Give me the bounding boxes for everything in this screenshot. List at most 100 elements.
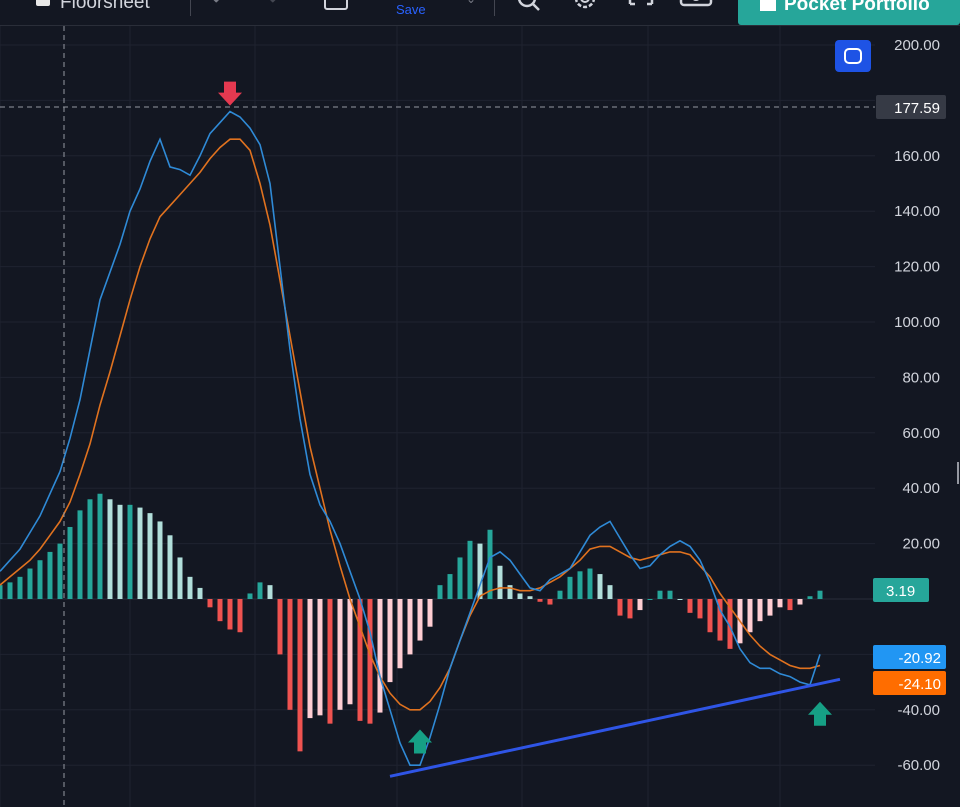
price-axis-label: -60.00: [897, 757, 940, 774]
macd-line: [0, 110, 821, 766]
histogram-bar: [357, 599, 363, 721]
histogram-bar: [317, 599, 323, 716]
histogram-bar: [307, 599, 313, 719]
price-axis-label: 40.00: [902, 480, 940, 497]
histogram-bar: [207, 599, 213, 608]
histogram-bar: [197, 587, 203, 599]
histogram-bar: [467, 540, 473, 599]
histogram-bar: [137, 507, 143, 599]
save-button[interactable]: Save: [396, 2, 426, 17]
histogram-bar: [177, 557, 183, 599]
histogram-bar: [367, 599, 373, 724]
auto-scale-icon: [844, 48, 862, 64]
histogram-bar: [437, 585, 443, 599]
histogram-bar: [577, 571, 583, 599]
price-axis-label: 100.00: [894, 314, 940, 331]
price-axis-label: 80.00: [902, 369, 940, 386]
histogram-bar: [167, 535, 173, 599]
histogram-bar: [227, 599, 233, 630]
histogram-bar: [527, 596, 533, 599]
top-toolbar: Floorsheet ↶ ↷ Save ⌄ Pocket Portfolio: [0, 0, 960, 26]
histogram-bar: [597, 574, 603, 599]
histogram-bar: [587, 568, 593, 599]
histogram-bar: [457, 557, 463, 599]
histogram-bar: [807, 596, 813, 599]
floorsheet-label[interactable]: Floorsheet: [60, 0, 150, 13]
histogram-bar: [347, 599, 353, 705]
arrow-down-icon: [218, 81, 242, 106]
histogram-bar: [727, 599, 733, 649]
annotations: [218, 81, 841, 778]
histogram-bar: [267, 585, 273, 599]
histogram-bar: [297, 599, 303, 752]
histogram-bar: [157, 521, 163, 599]
histogram-bar: [147, 513, 153, 599]
histogram-bar: [797, 599, 803, 605]
signal-value-badge: -24.10: [873, 671, 946, 695]
histogram-bar: [637, 599, 643, 611]
histogram-bar: [247, 593, 253, 599]
histogram-bar: [187, 576, 193, 599]
search-icon[interactable]: [515, 0, 543, 14]
gear-icon[interactable]: [568, 0, 602, 16]
save-dropdown-icon[interactable]: ⌄: [466, 0, 476, 6]
histogram-bar: [337, 599, 343, 710]
price-axis[interactable]: 200.00 160.00 140.00 120.00 100.00 80.00 60.00…: [894, 37, 940, 774]
histogram-bar: [327, 599, 333, 724]
histogram-bar: [287, 599, 293, 710]
histogram-bar: [407, 599, 413, 655]
histogram-bar: [57, 543, 63, 599]
layout-icon[interactable]: [324, 0, 348, 10]
macd-value-badge: -20.92: [873, 645, 946, 669]
arrow-up-icon: [408, 729, 432, 754]
toolbar-divider: [494, 0, 495, 16]
histogram-bar: [7, 582, 13, 599]
histogram-bar: [87, 499, 93, 599]
arrow-up-icon: [808, 701, 832, 726]
toolbar-divider: [190, 0, 191, 16]
histogram-bar: [377, 599, 383, 713]
price-axis-label: 200.00: [894, 37, 940, 54]
redo-icon[interactable]: ↷: [262, 0, 278, 10]
histogram-bar: [717, 599, 723, 641]
macd-chart[interactable]: 200.00 160.00 140.00 120.00 100.00 80.00 60.00…: [0, 26, 960, 807]
price-axis-label: -40.00: [897, 702, 940, 719]
crosshair-price-label: 177.59: [876, 95, 946, 119]
histogram-bar: [547, 599, 553, 605]
histogram-bar: [767, 599, 773, 616]
histogram-bar: [707, 599, 713, 633]
histogram-bar: [757, 599, 763, 622]
histogram-bar: [787, 599, 793, 611]
floorsheet-checkbox-icon[interactable]: [36, 0, 50, 6]
histogram-bar: [507, 585, 513, 599]
histogram-bar: [557, 590, 563, 599]
histogram-bar: [417, 599, 423, 641]
histogram-bar: [427, 599, 433, 627]
price-axis-label: 20.00: [902, 536, 940, 553]
histogram-bar: [77, 510, 83, 599]
fullscreen-icon[interactable]: [626, 0, 656, 14]
histogram-value: 3.19: [886, 583, 915, 600]
histogram-bar: [687, 599, 693, 613]
pocket-portfolio-button[interactable]: Pocket Portfolio: [738, 0, 960, 25]
histogram-bar: [397, 599, 403, 669]
histogram-bar: [67, 526, 73, 599]
histogram-bar: [0, 585, 3, 599]
portfolio-icon: [760, 0, 776, 11]
price-axis-label: 60.00: [902, 425, 940, 442]
pocket-portfolio-label: Pocket Portfolio: [784, 0, 930, 15]
histogram-bar: [497, 565, 503, 599]
histogram-bar: [447, 574, 453, 599]
undo-icon[interactable]: ↶: [212, 0, 228, 10]
price-axis-label: 120.00: [894, 259, 940, 276]
histogram-bar: [37, 560, 43, 599]
histogram-value-badge: 3.19: [873, 578, 929, 602]
histogram-bar: [517, 593, 523, 599]
scale-toggle-button[interactable]: [835, 40, 871, 72]
trendline: [389, 677, 841, 778]
histogram-bar: [677, 599, 683, 600]
histogram-bar: [667, 590, 673, 599]
histogram-bar: [117, 504, 123, 599]
price-axis-label: 140.00: [894, 203, 940, 220]
camera-icon[interactable]: [679, 0, 713, 14]
